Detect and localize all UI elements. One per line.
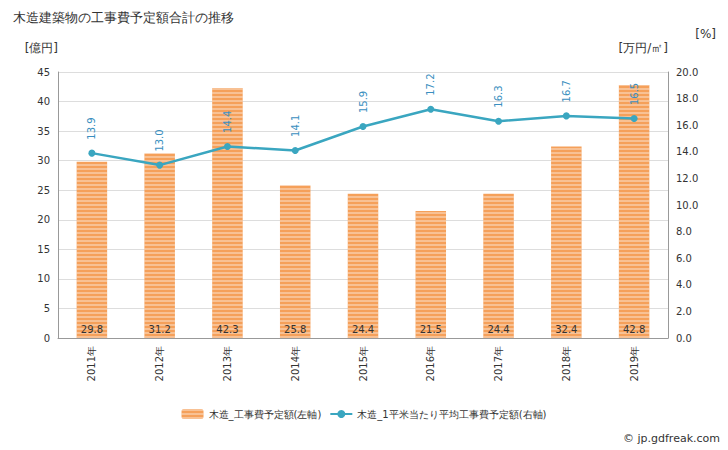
svg-text:16.0: 16.0 [676, 120, 698, 131]
svg-text:21.5: 21.5 [420, 324, 442, 335]
svg-text:© jp.gdfreak.com: © jp.gdfreak.com [623, 432, 720, 445]
svg-text:15.9: 15.9 [358, 91, 369, 113]
svg-text:25.8: 25.8 [284, 324, 306, 335]
svg-text:2015年: 2015年 [358, 346, 369, 381]
svg-text:17.2: 17.2 [425, 73, 436, 95]
svg-text:[億円]: [億円] [25, 41, 58, 55]
svg-text:2017年: 2017年 [493, 346, 504, 381]
svg-text:2016年: 2016年 [425, 346, 436, 381]
svg-text:14.1: 14.1 [290, 115, 301, 137]
svg-text:30: 30 [37, 155, 50, 166]
svg-text:42.8: 42.8 [623, 324, 645, 335]
svg-text:16.7: 16.7 [561, 80, 572, 102]
svg-text:45: 45 [37, 67, 50, 78]
svg-text:18.0: 18.0 [676, 93, 698, 104]
svg-text:24.4: 24.4 [487, 324, 509, 335]
svg-text:0: 0 [44, 333, 50, 344]
svg-text:32.4: 32.4 [555, 324, 577, 335]
svg-text:木造_1平米当たり平均工事費予定額(右軸): 木造_1平米当たり平均工事費予定額(右軸) [357, 409, 546, 421]
svg-text:14.4: 14.4 [222, 111, 233, 133]
svg-text:13.0: 13.0 [154, 129, 165, 151]
svg-text:31.2: 31.2 [149, 324, 171, 335]
svg-text:8.0: 8.0 [676, 226, 692, 237]
svg-text:[万円/㎡]: [万円/㎡] [619, 41, 668, 55]
svg-text:14.0: 14.0 [676, 146, 698, 157]
svg-text:35: 35 [37, 126, 50, 137]
svg-text:2.0: 2.0 [676, 306, 692, 317]
svg-text:2013年: 2013年 [222, 346, 233, 381]
svg-text:40: 40 [37, 96, 50, 107]
svg-text:2018年: 2018年 [561, 346, 572, 381]
svg-text:16.5: 16.5 [629, 83, 640, 105]
svg-text:10: 10 [37, 273, 50, 284]
svg-text:12.0: 12.0 [676, 173, 698, 184]
svg-text:木造_工事費予定額(左軸): 木造_工事費予定額(左軸) [209, 409, 322, 421]
svg-text:0.0: 0.0 [676, 333, 692, 344]
svg-text:5: 5 [44, 303, 50, 314]
svg-text:6.0: 6.0 [676, 253, 692, 264]
svg-text:4.0: 4.0 [676, 279, 692, 290]
svg-text:2011年: 2011年 [86, 346, 97, 381]
svg-text:2014年: 2014年 [290, 346, 301, 381]
svg-text:16.3: 16.3 [493, 85, 504, 107]
svg-text:24.4: 24.4 [352, 324, 374, 335]
svg-text:29.8: 29.8 [81, 324, 103, 335]
svg-text:25: 25 [37, 185, 50, 196]
svg-text:15: 15 [37, 244, 50, 255]
svg-text:木造建築物の工事費予定額合計の推移: 木造建築物の工事費予定額合計の推移 [13, 10, 234, 25]
svg-text:2012年: 2012年 [154, 346, 165, 381]
svg-text:20: 20 [37, 214, 50, 225]
svg-text:10.0: 10.0 [676, 200, 698, 211]
svg-text:20.0: 20.0 [676, 67, 698, 78]
svg-text:13.9: 13.9 [86, 117, 97, 139]
svg-text:2019年: 2019年 [629, 346, 640, 381]
svg-text:[%]: [%] [695, 27, 716, 41]
svg-text:42.3: 42.3 [216, 324, 238, 335]
